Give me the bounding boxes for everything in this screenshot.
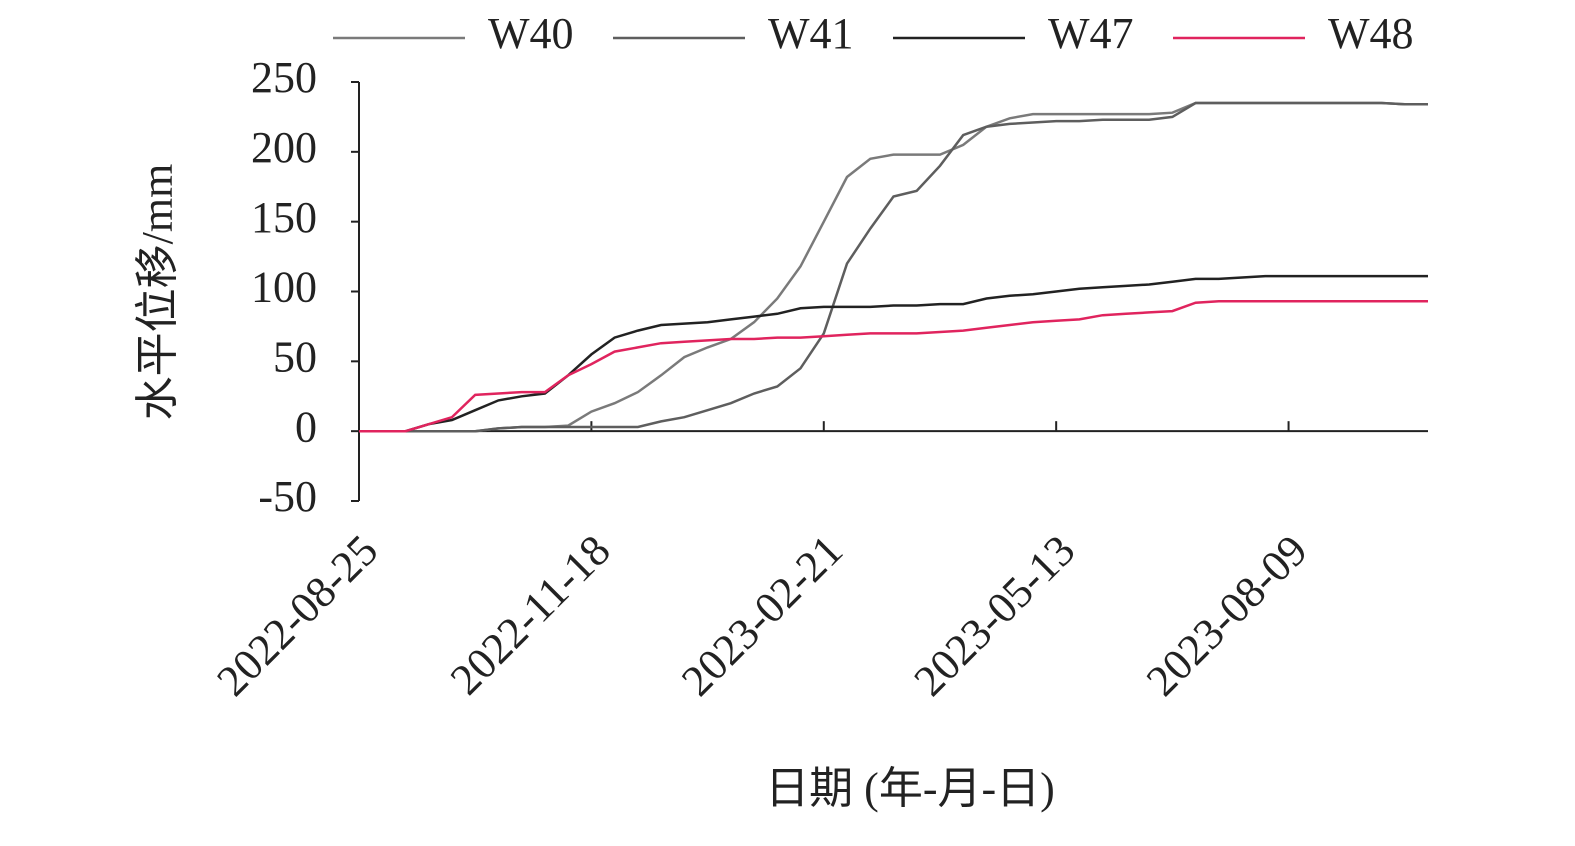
x-tick-label: 2023-02-21 [672,526,852,706]
x-tick-label: 2022-08-25 [207,526,387,706]
y-tick-label: 250 [251,53,317,102]
y-tick-label: -50 [258,472,317,521]
x-tick-label: 2023-08-09 [1137,526,1317,706]
series-line [359,101,1428,433]
x-tick-label: 2022-11-18 [441,526,620,705]
y-tick-label: 0 [295,402,317,451]
legend-label: W41 [768,9,854,58]
series-line [359,101,1428,433]
y-axis-title: 水平位移/mm [133,164,182,421]
series-line [359,300,1428,433]
series-line [359,274,1428,433]
y-tick-label: 100 [251,263,317,312]
y-tick-label: 150 [251,193,317,242]
legend-label: W40 [488,9,574,58]
y-tick-label: 50 [273,332,317,381]
legend-label: W47 [1048,9,1134,58]
x-axis-title: 日期 (年-月-日) [765,764,1055,813]
y-tick-label: 200 [251,123,317,172]
x-tick-label: 2023-05-13 [905,526,1085,706]
legend-label: W48 [1328,9,1414,58]
